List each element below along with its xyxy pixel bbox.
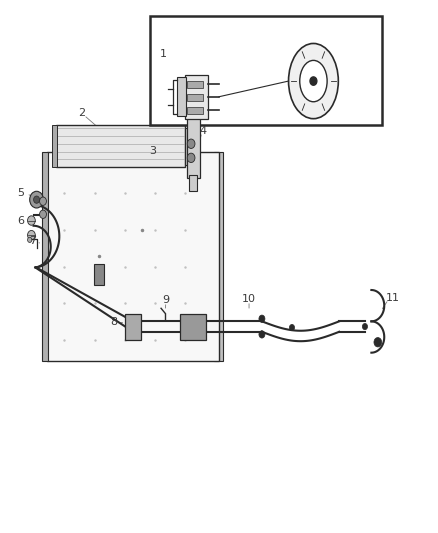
Circle shape <box>187 139 195 149</box>
Circle shape <box>30 191 43 208</box>
Circle shape <box>187 153 195 163</box>
Bar <box>187 81 203 88</box>
Text: 2: 2 <box>78 108 85 118</box>
Bar <box>187 94 203 101</box>
Circle shape <box>39 197 46 205</box>
Text: 10: 10 <box>242 294 256 304</box>
Text: 6: 6 <box>17 215 24 225</box>
Text: 5: 5 <box>17 188 24 198</box>
Circle shape <box>28 230 35 240</box>
Bar <box>47 151 219 360</box>
Circle shape <box>39 210 46 219</box>
Ellipse shape <box>289 44 338 119</box>
Bar <box>150 16 382 125</box>
Circle shape <box>374 337 381 347</box>
Text: 9: 9 <box>162 295 170 305</box>
Bar <box>185 75 208 119</box>
Text: 11: 11 <box>386 293 400 303</box>
Bar <box>52 125 57 167</box>
Circle shape <box>259 315 265 322</box>
Circle shape <box>290 325 294 330</box>
Bar <box>180 313 206 340</box>
Text: 8: 8 <box>110 317 117 327</box>
Circle shape <box>34 196 39 203</box>
Circle shape <box>310 77 317 85</box>
Bar <box>187 115 200 177</box>
Bar <box>185 128 193 165</box>
Circle shape <box>28 216 35 225</box>
Text: 3: 3 <box>149 146 156 156</box>
Bar <box>56 125 185 167</box>
Text: 4: 4 <box>199 126 206 136</box>
Bar <box>177 77 186 116</box>
Bar <box>189 175 197 191</box>
Bar <box>94 264 104 285</box>
Circle shape <box>259 331 265 338</box>
Bar <box>125 313 141 340</box>
Circle shape <box>362 324 367 330</box>
Bar <box>42 151 48 360</box>
Text: 1: 1 <box>160 50 167 60</box>
Bar <box>214 151 223 360</box>
Circle shape <box>28 237 32 243</box>
Bar <box>187 107 203 114</box>
Ellipse shape <box>300 60 327 102</box>
Text: 7: 7 <box>29 237 36 246</box>
